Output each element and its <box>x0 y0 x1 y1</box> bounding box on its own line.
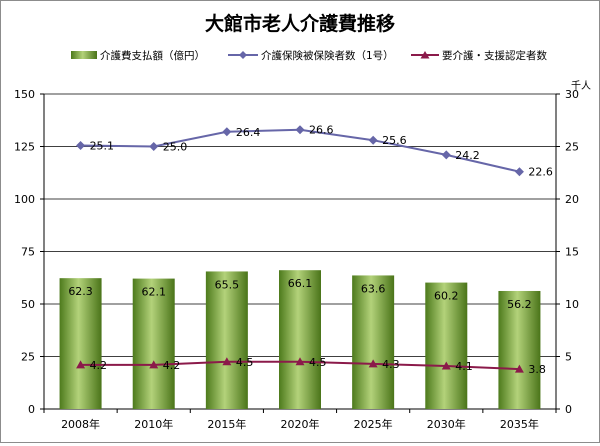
certified-data-label: 4.5 <box>309 356 327 369</box>
chart-title: 大館市老人介護費推移 <box>205 12 395 35</box>
bar <box>59 278 102 409</box>
insured-data-label: 22.6 <box>528 166 553 179</box>
insured-data-label: 25.0 <box>163 141 188 154</box>
data-point-insured <box>514 167 524 177</box>
insured-data-label: 26.4 <box>236 126 261 139</box>
x-tick-label: 2030年 <box>427 417 466 431</box>
certified-data-label: 4.1 <box>455 360 473 373</box>
certified-data-label: 4.3 <box>382 358 400 371</box>
legend-label-bars: 介護費支払額（億円） <box>100 49 205 62</box>
bar-data-label: 65.5 <box>215 278 240 291</box>
bar-data-label: 56.2 <box>507 298 532 311</box>
legend-marker-certified <box>420 51 430 59</box>
insured-data-label: 25.6 <box>382 134 407 147</box>
insured-data-label: 24.2 <box>455 149 480 162</box>
legend-label-certified: 要介護・支援認定者数 <box>442 49 547 62</box>
insured-data-label: 25.1 <box>90 139 115 152</box>
legend-marker-insured <box>239 51 247 59</box>
data-point-certified <box>368 359 378 368</box>
data-point-insured <box>149 142 159 151</box>
x-tick-label: 2035年 <box>500 417 539 431</box>
bar <box>279 270 321 409</box>
x-tick-label: 2008年 <box>61 417 100 431</box>
certified-data-label: 3.8 <box>528 363 546 376</box>
legend-label-insured: 介護保険被保険者数（1号） <box>261 49 394 62</box>
y-right-tick-label: 10 <box>565 298 579 311</box>
certified-data-label: 4.2 <box>163 359 181 372</box>
y-right-tick-label: 15 <box>565 246 579 259</box>
data-point-certified <box>514 364 524 373</box>
y-right-unit: 千人 <box>571 80 591 92</box>
bar <box>132 278 175 409</box>
data-point-certified <box>76 360 86 369</box>
certified-data-label: 4.2 <box>90 359 108 372</box>
y-left-tick-label: 50 <box>21 298 35 311</box>
y-right-tick-label: 0 <box>565 403 572 416</box>
data-point-certified <box>222 357 232 366</box>
y-left-tick-label: 0 <box>28 403 35 416</box>
data-point-certified <box>441 361 451 370</box>
y-left-tick-label: 25 <box>21 351 35 364</box>
x-tick-label: 2015年 <box>207 417 246 431</box>
bar <box>205 271 248 409</box>
bar <box>498 290 541 409</box>
y-right-tick-label: 20 <box>565 193 579 206</box>
y-left-tick-label: 125 <box>14 141 35 154</box>
y-right-tick-label: 30 <box>565 88 579 101</box>
legend-swatch-bars <box>71 51 97 59</box>
data-point-certified <box>295 357 305 366</box>
y-right-tick-label: 25 <box>565 141 579 154</box>
bar-data-label: 66.1 <box>288 277 313 290</box>
data-point-insured <box>441 150 451 160</box>
x-tick-label: 2025年 <box>354 417 393 431</box>
data-point-certified <box>149 360 159 369</box>
x-tick-label: 2010年 <box>134 417 173 431</box>
y-left-tick-label: 100 <box>14 193 35 206</box>
bar-data-label: 62.3 <box>68 285 93 298</box>
y-left-tick-label: 150 <box>14 88 35 101</box>
bar-data-label: 60.2 <box>434 290 459 303</box>
insured-data-label: 26.6 <box>309 124 334 137</box>
x-tick-label: 2020年 <box>281 417 320 431</box>
bar <box>352 275 395 409</box>
bar-data-label: 63.6 <box>361 282 386 295</box>
y-left-tick-label: 75 <box>21 246 35 259</box>
bar <box>425 282 468 409</box>
bar-data-label: 62.1 <box>141 286 166 299</box>
data-point-insured <box>368 135 378 145</box>
data-point-insured <box>222 127 232 137</box>
data-point-insured <box>295 125 305 135</box>
certified-data-label: 4.5 <box>236 356 254 369</box>
data-point-insured <box>76 140 86 150</box>
series-line-insured <box>80 128 520 173</box>
y-right-tick-label: 5 <box>565 351 572 364</box>
